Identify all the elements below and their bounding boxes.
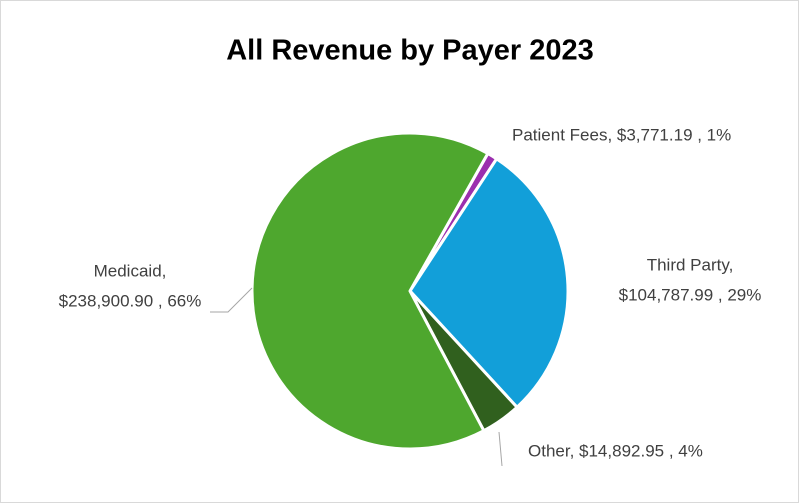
data-label: Third Party, <box>647 255 734 274</box>
data-label: Other, $14,892.95 , 4% <box>528 441 703 460</box>
data-label: Patient Fees, $3,771.19 , 1% <box>512 125 731 144</box>
data-label: Medicaid, <box>94 261 167 280</box>
leader-line <box>498 431 503 467</box>
data-label: $238,900.90 , 66% <box>59 291 202 310</box>
chart-title: All Revenue by Payer 2023 <box>226 35 594 67</box>
leader-line <box>210 287 253 313</box>
data-label: $104,787.99 , 29% <box>619 285 762 304</box>
pie <box>250 131 570 451</box>
pie-slice <box>250 131 490 451</box>
data-labels: Patient Fees, $3,771.19 , 1% Third Party,… <box>59 125 762 467</box>
pie-slice <box>408 157 570 409</box>
